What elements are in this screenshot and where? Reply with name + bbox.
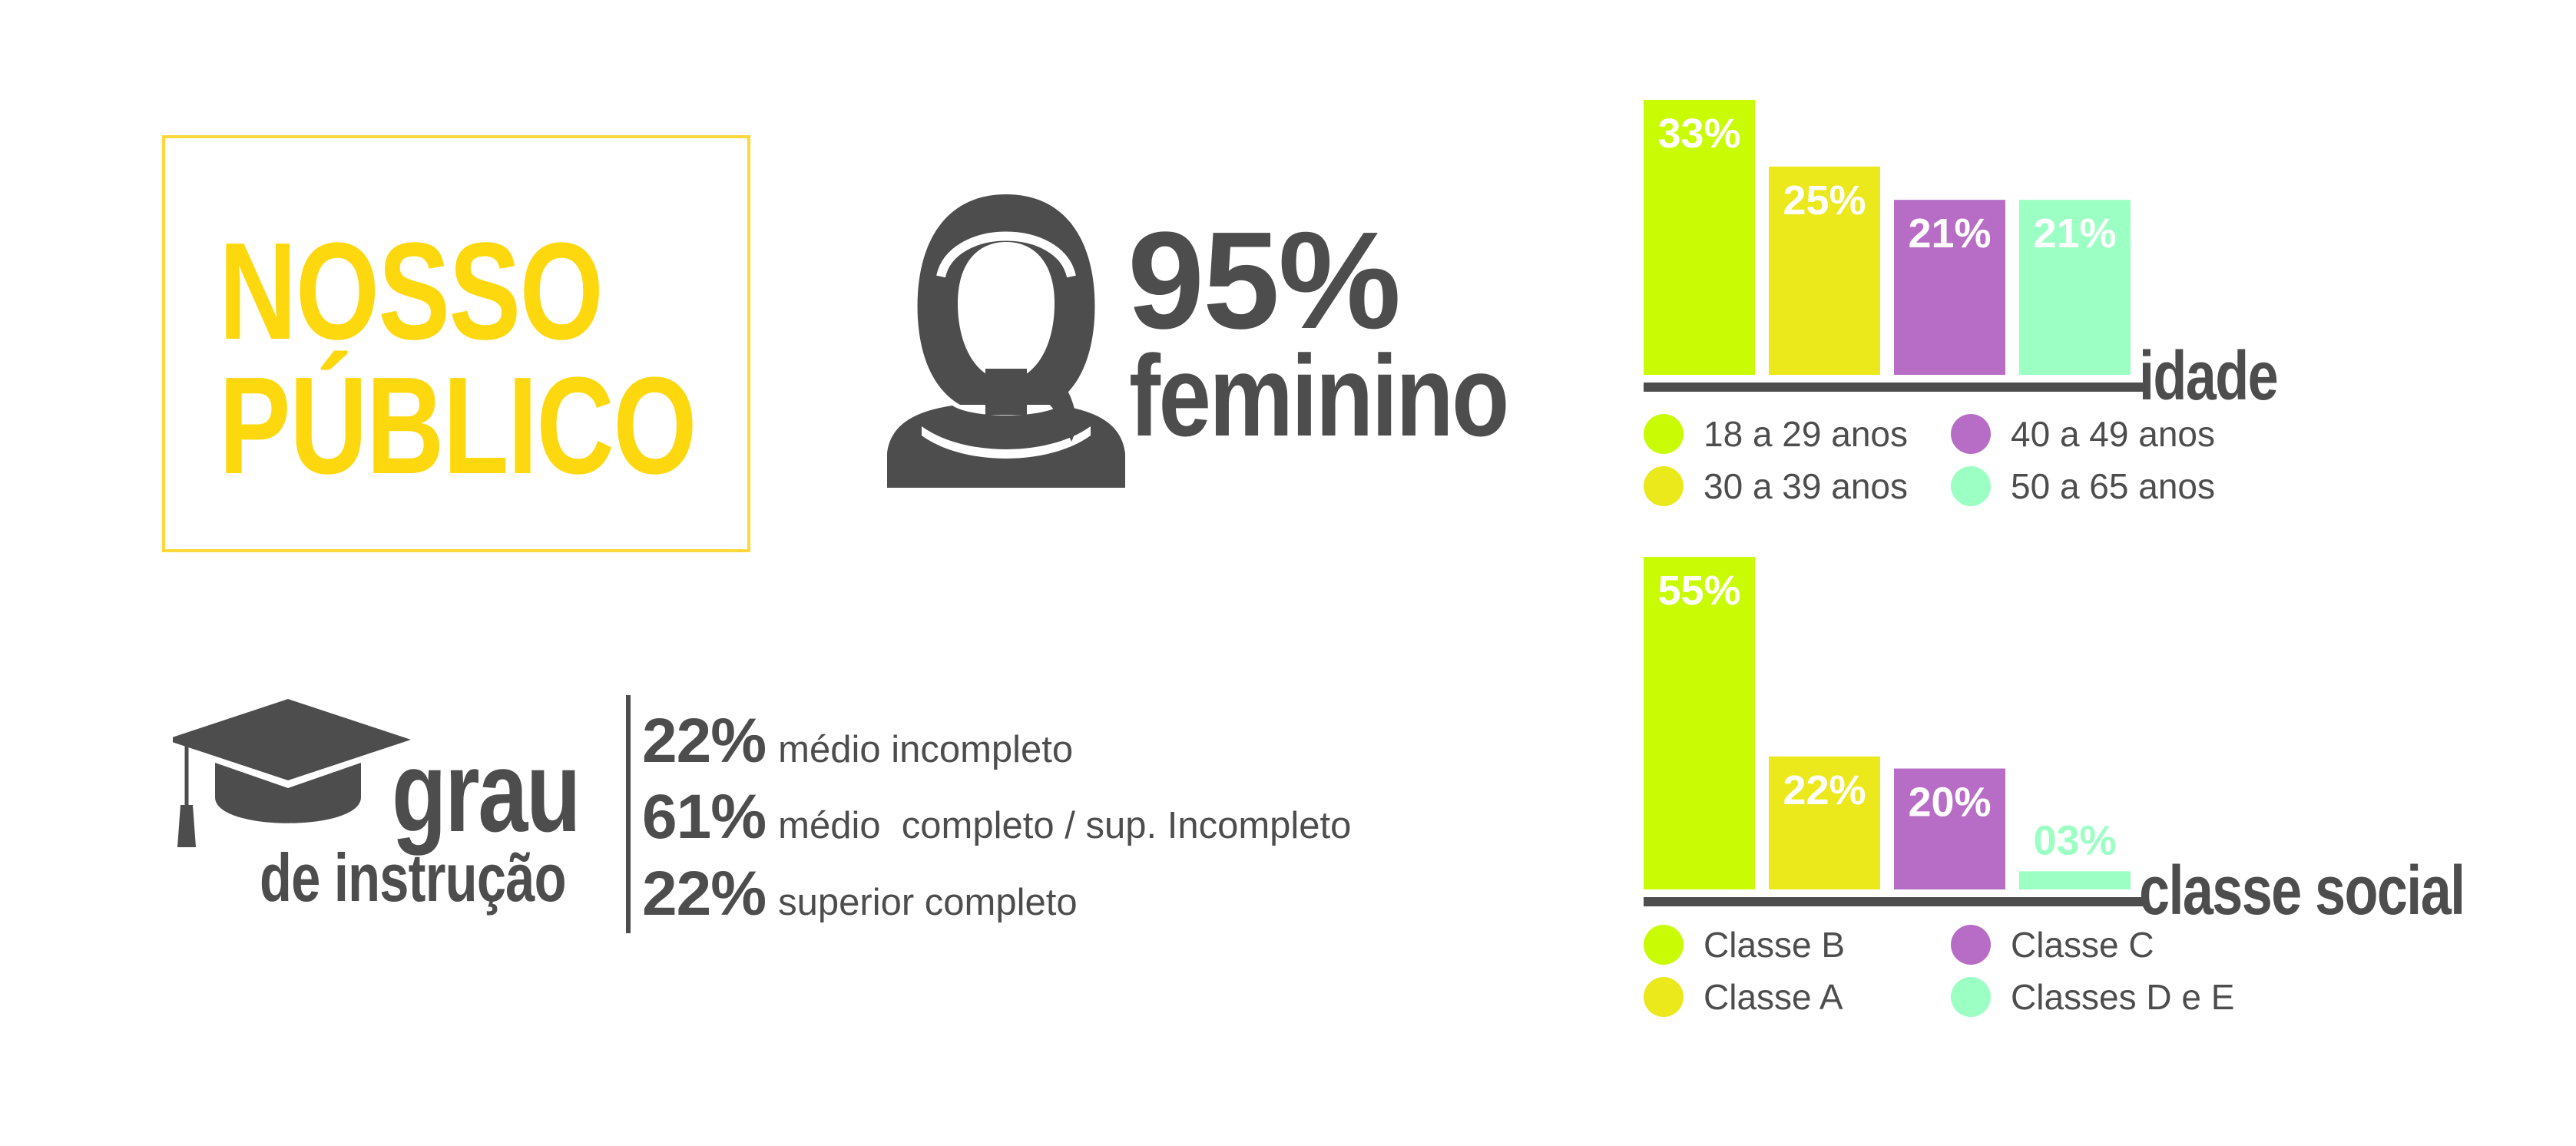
education-row-percent: 22% xyxy=(642,706,767,776)
bar-data-label: 55% xyxy=(1657,568,1740,614)
age-legend: 18 a 29 anos 40 a 49 anos 30 a 39 anos 5… xyxy=(1644,411,2335,509)
bar-18-a-29-anos xyxy=(1644,100,1755,375)
education-row-text: médio completo / sup. Incompleto xyxy=(778,805,1352,846)
education-divider xyxy=(626,695,631,933)
legend-label: 18 a 29 anos xyxy=(1704,414,1909,454)
legend-item: Classe C xyxy=(1951,922,2258,968)
bar-30-a-39-anos xyxy=(1769,166,1880,375)
class-legend: Classe B Classe C Classe A Classes D e E xyxy=(1644,922,2335,1020)
x-axis-line xyxy=(1644,897,2143,906)
bar-data-label: 21% xyxy=(1908,210,1991,257)
legend-label: Classe A xyxy=(1704,977,1843,1017)
education-row: 22% superior completo xyxy=(642,858,1078,930)
graduation-cap-icon xyxy=(173,699,411,847)
legend-item: 50 a 65 anos xyxy=(1951,463,2258,509)
title-line-1: NOSSO xyxy=(219,214,604,369)
title-line-2: PÚBLICO xyxy=(219,349,697,503)
bar-data-label: 03% xyxy=(2033,817,2116,863)
education-row-text: superior completo xyxy=(778,882,1078,923)
legend-dot-icon xyxy=(1951,977,1991,1017)
legend-label: Classes D e E xyxy=(2011,977,2235,1017)
legend-item: Classe B xyxy=(1644,922,1951,968)
bar-data-label: 21% xyxy=(2033,210,2116,257)
legend-dot-icon xyxy=(1951,414,1991,454)
woman-silhouette-icon xyxy=(887,194,1125,488)
bar-classe-b xyxy=(1644,557,1755,889)
class-chart: 55% 22% 20% 03% classe social Classe B Clas… xyxy=(1628,557,2573,1048)
bar-data-label: 22% xyxy=(1783,767,1866,813)
education-row-percent: 61% xyxy=(642,782,767,852)
legend-dot-icon xyxy=(1951,466,1991,506)
age-chart: 33% 25% 21% 21% idade 18 a 29 anos 40 a 49 … xyxy=(1628,100,2573,530)
bar-classe-a xyxy=(1769,756,1880,889)
education-row: 22% médio incompleto xyxy=(642,705,1073,777)
education-row-percent: 22% xyxy=(642,859,767,929)
female-percent: 95% xyxy=(1127,204,1401,358)
education-title-main: grau xyxy=(392,727,581,856)
x-axis-line xyxy=(1644,383,2143,392)
legend-label: 50 a 65 anos xyxy=(2011,466,2216,506)
legend-dot-icon xyxy=(1644,414,1684,454)
education-row: 61% médio completo / sup. Incompleto xyxy=(642,781,1351,853)
bar-40-a-49-anos xyxy=(1894,200,2005,375)
bar-data-label: 25% xyxy=(1783,177,1866,224)
legend-item: 40 a 49 anos xyxy=(1951,411,2258,457)
bar-data-label: 20% xyxy=(1908,780,1991,826)
class-chart-svg: 55% 22% 20% 03% xyxy=(1644,557,2143,906)
age-chart-title: idade xyxy=(2139,338,2279,415)
legend-dot-icon xyxy=(1951,925,1991,965)
bar-classes-d-e-e xyxy=(2019,871,2131,889)
legend-item: Classes D e E xyxy=(1951,974,2258,1020)
legend-label: 30 a 39 anos xyxy=(1704,466,1909,506)
bar-classe-c xyxy=(1894,768,2005,889)
legend-dot-icon xyxy=(1644,977,1684,1017)
age-chart-svg: 33% 25% 21% 21% xyxy=(1644,100,2143,392)
legend-label: Classe C xyxy=(2011,925,2154,965)
legend-dot-icon xyxy=(1644,466,1684,506)
bar-data-label: 33% xyxy=(1657,111,1740,157)
bar-50-a-65-anos xyxy=(2019,200,2131,375)
legend-label: 40 a 49 anos xyxy=(2011,414,2216,454)
class-chart-title: classe social xyxy=(2139,853,2465,929)
legend-dot-icon xyxy=(1644,925,1684,965)
legend-item: 18 a 29 anos xyxy=(1644,411,1951,457)
female-label: feminino xyxy=(1129,331,1509,460)
legend-item: Classe A xyxy=(1644,974,1951,1020)
title-box: NOSSO PÚBLICO xyxy=(162,135,750,552)
education-row-text: médio incompleto xyxy=(778,729,1074,770)
legend-label: Classe B xyxy=(1704,925,1846,965)
education-title-sub: de instrução xyxy=(260,840,567,916)
legend-item: 30 a 39 anos xyxy=(1644,463,1951,509)
